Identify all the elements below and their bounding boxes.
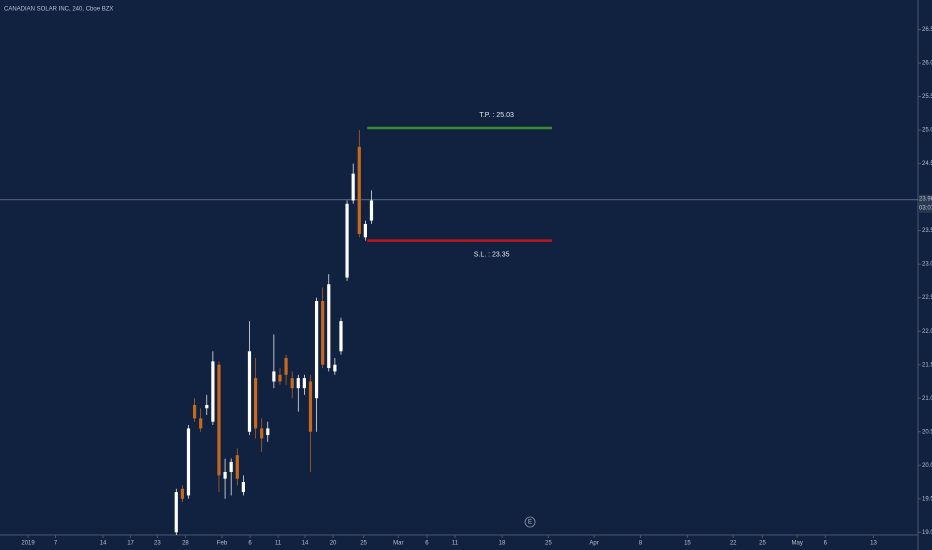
x-tick-label: 14 [100,541,107,547]
candle-body [205,404,209,409]
x-tick-label: 7 [54,541,58,547]
x-tick-label: 6 [425,541,429,547]
x-tick-label: 8 [639,541,643,547]
earnings-marker [524,516,536,528]
y-tick-label: 23.00 [922,262,932,268]
x-tick-label: Mar [393,541,403,547]
candle-body [321,301,325,365]
y-tick-label: 20.50 [922,429,932,435]
x-tick-label: 22 [730,541,737,547]
candle-body [333,364,337,372]
x-tick-label: 20 [330,541,337,547]
last-price-box [918,194,932,213]
candle-body [260,428,264,439]
candle-body [345,203,349,278]
y-tick-label: 23.50 [922,228,932,234]
x-tick-label: 23 [154,541,161,547]
last-price-label: 23.96 [919,196,932,202]
y-tick-label: 22.50 [922,295,932,301]
candle-body [247,351,252,432]
y-tick-label: 20.00 [922,463,932,469]
x-tick-label: 6 [824,541,828,547]
x-tick-label: 6 [248,541,252,547]
candle-body [186,428,191,496]
y-tick-label: 19.00 [922,530,932,536]
x-tick-label: 28 [182,541,189,547]
earnings-label: E [528,520,532,526]
candle-body [290,378,294,389]
y-tick-label: 21.00 [922,396,932,402]
candle-body [229,461,233,472]
candle-body [308,381,313,432]
candle-body [351,173,355,201]
x-tick-label: 2019 [21,541,35,547]
candle-body [211,361,215,422]
x-tick-label: 11 [452,541,459,547]
x-tick-label: 25 [759,541,766,547]
y-tick-label: 19.50 [922,496,932,502]
y-tick-label: 21.50 [922,362,932,368]
candle-body [284,358,288,375]
x-tick-label: 15 [684,541,691,547]
candle-body [235,455,239,479]
x-tick-label: May [792,541,803,547]
candle-body [314,301,319,399]
x-tick-label: 25 [545,541,552,547]
x-tick-label: 13 [870,541,877,547]
candle-body [241,482,245,493]
chart-title: CANADIAN SOLAR INC, 240, Cboe BZX [4,7,113,13]
candle-body [253,378,258,429]
y-tick-label: 25.50 [922,94,932,100]
x-tick-label: 11 [275,541,282,547]
level-label: T.P. : 25.03 [479,112,514,119]
y-tick-label: 22.00 [922,329,932,335]
y-tick-label: 26.50 [922,27,932,33]
candle-body [174,492,178,533]
x-tick-label: 25 [360,541,367,547]
candle-body [363,223,367,238]
candle-body [223,471,227,479]
candle-body [192,404,197,419]
candle-body [217,364,221,476]
candle-body [272,371,276,382]
candle-body [278,374,282,382]
candle-body [357,146,361,234]
level-label: S.L. : 23.35 [474,252,510,259]
y-tick-label: 26.00 [922,61,932,67]
x-tick-label: 14 [302,541,309,547]
countdown-label: 03:07:44 [919,205,932,211]
candle-body [296,378,300,389]
x-tick-label: 18 [499,541,506,547]
candle-body [369,200,374,221]
y-tick-label: 24.50 [922,161,932,167]
y-tick-label: 25.00 [922,128,932,134]
candle-body [266,428,270,436]
x-tick-label: Apr [589,541,598,547]
candle-body [180,488,184,499]
x-tick-label: Feb [217,541,228,547]
candle-body [199,418,203,429]
candle-body [339,321,343,352]
x-tick-label: 17 [127,541,134,547]
candle-body [327,284,331,369]
candle-body [302,378,306,389]
